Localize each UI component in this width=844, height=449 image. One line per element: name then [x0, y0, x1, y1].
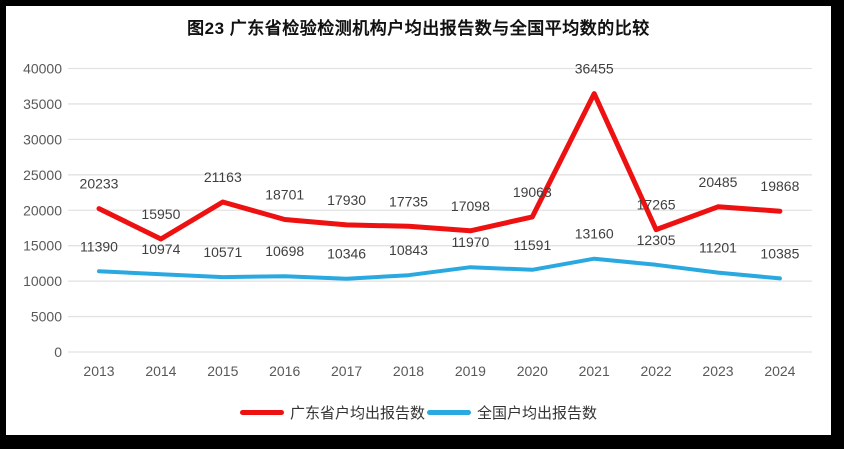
data-label-0-2018: 17735	[389, 193, 428, 209]
y-axis-tick-15000: 15000	[23, 238, 62, 254]
data-label-1-2013: 11390	[80, 238, 118, 254]
x-axis-tick-2017: 2017	[331, 363, 362, 379]
y-axis-tick-40000: 40000	[23, 61, 62, 77]
data-label-1-2023: 11201	[699, 240, 737, 256]
x-axis-tick-2013: 2013	[83, 363, 114, 379]
data-label-1-2021: 13160	[575, 226, 614, 242]
data-label-1-2017: 10346	[327, 246, 366, 262]
y-axis-tick-5000: 5000	[31, 309, 62, 325]
x-axis-tick-2020: 2020	[517, 363, 548, 379]
data-label-0-2019: 17098	[451, 198, 490, 214]
data-label-0-2015: 21163	[204, 169, 242, 185]
data-label-1-2019: 11970	[451, 234, 489, 250]
data-label-1-2024: 10385	[760, 245, 799, 261]
y-axis-tick-35000: 35000	[23, 96, 62, 112]
data-label-0-2023: 20485	[699, 174, 738, 190]
x-axis-tick-2022: 2022	[641, 363, 672, 379]
x-axis-tick-2024: 2024	[764, 363, 795, 379]
data-label-1-2014: 10974	[141, 241, 180, 257]
line-chart-plot-area: 0 5000 10000 15000 20000 25000 30000 35000 40000…	[23, 61, 812, 379]
x-axis-tick-2019: 2019	[455, 363, 486, 379]
data-label-1-2020: 11591	[513, 237, 551, 253]
x-axis-tick-2023: 2023	[702, 363, 733, 379]
guangdong-series-line-swatch-icon	[239, 410, 284, 415]
y-axis-tick-0: 0	[54, 344, 62, 360]
x-axis-tick-2016: 2016	[269, 363, 300, 379]
data-label-1-2015: 10571	[203, 244, 242, 260]
chart-legend: 广东省户均出报告数 全国户均出报告数	[6, 402, 831, 423]
series-line-0	[96, 91, 783, 242]
data-label-1-2018: 10843	[389, 242, 428, 258]
legend-label-guangdong: 广东省户均出报告数	[289, 405, 425, 422]
legend-item-guangdong: 广东省户均出报告数	[239, 402, 425, 423]
data-label-0-2022: 17265	[637, 197, 676, 213]
data-label-0-2013: 20233	[80, 176, 119, 192]
chart-canvas: 图23 广东省检验检测机构户均出报告数与全国平均数的比较 0 5000 10000 1…	[6, 6, 831, 435]
legend-item-national: 全国户均出报告数	[427, 402, 597, 423]
data-label-0-2017: 17930	[327, 192, 366, 208]
y-axis-tick-10000: 10000	[23, 273, 62, 289]
x-axis-tick-2015: 2015	[207, 363, 238, 379]
data-label-0-2016: 18701	[265, 187, 304, 203]
y-axis-tick-25000: 25000	[23, 167, 62, 183]
data-label-1-2022: 12305	[637, 232, 676, 248]
x-axis-tick-2014: 2014	[145, 363, 176, 379]
data-label-0-2021: 36455	[575, 61, 614, 77]
x-axis-tick-2021: 2021	[579, 363, 610, 379]
series-line-1	[97, 256, 782, 281]
data-label-0-2020: 19063	[513, 184, 552, 200]
data-label-0-2014: 15950	[141, 206, 180, 222]
chart-title: 图23 广东省检验检测机构户均出报告数与全国平均数的比较	[187, 19, 650, 38]
legend-label-national: 全国户均出报告数	[477, 405, 598, 422]
data-label-0-2024: 19868	[760, 178, 799, 194]
data-label-1-2016: 10698	[265, 243, 304, 259]
national-series-line-swatch-icon	[427, 410, 471, 415]
y-axis-tick-20000: 20000	[23, 202, 62, 218]
y-axis-tick-30000: 30000	[23, 131, 62, 147]
x-axis-tick-2018: 2018	[393, 363, 424, 379]
